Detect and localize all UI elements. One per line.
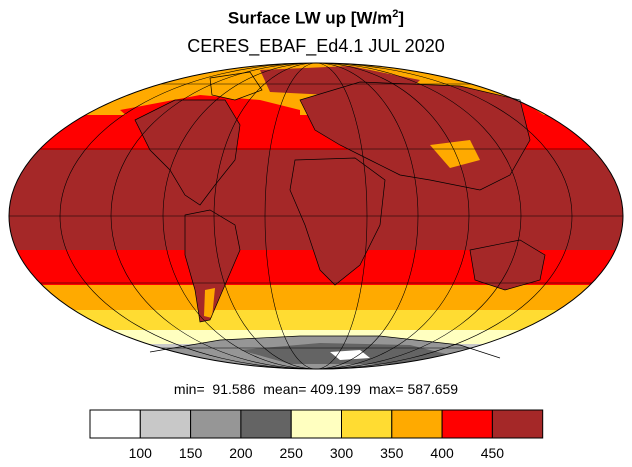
australia [470,240,545,290]
chart-title: Surface LW up [W/m2] [227,8,405,28]
colorbar-swatch [190,409,242,439]
graticule-meridian-120 [110,63,522,369]
colorbar-swatch [441,409,493,439]
coast-north-america [134,99,241,206]
antarctica-core [330,350,370,360]
colorbar-swatch [491,409,544,439]
coast-south-america [184,209,241,323]
coastlines [134,71,546,359]
band-south-cool [9,310,623,332]
colorbar-swatch [139,409,192,439]
colorbar-tick-label: 350 [380,445,404,461]
colorbar-swatch [391,409,443,439]
coast-greenland [209,71,263,101]
coast-africa [289,157,386,286]
africa [290,158,385,285]
stats-line: min= 91.586 mean= 409.199 max= 587.659 [0,381,632,397]
graticule-meridian-60 [213,63,419,369]
stat-max: max= 587.659 [368,381,459,397]
colorbar-swatch [290,409,343,439]
colorbar-swatch [240,409,292,439]
colorbar-tick-label: 450 [481,445,505,461]
stat-mean: mean= 409.199 [263,381,361,397]
graticule-meridian-90 [162,63,470,369]
andes-cool [204,288,215,318]
colorbar-tick-label: 400 [430,445,454,461]
colorbar-tick-label: 200 [229,445,253,461]
graticule-meridian-150 [59,63,573,369]
stat-min: min= 91.586 [173,381,256,397]
graticule [9,63,623,369]
north-america [135,100,240,205]
chart-subtitle: CERES_EBAF_Ed4.1 JUL 2020 [187,36,445,56]
south-america [185,210,240,322]
eurasia [300,82,530,190]
colorbar-swatch [89,409,141,439]
colorbar-tick-label: 150 [179,445,203,461]
coast-eurasia [299,81,531,191]
colorbar-tick-label: 300 [330,445,354,461]
coast-australia [469,239,546,291]
graticule-meridian-30 [264,63,368,369]
map-border [8,62,624,370]
colorbar-tick-label: 100 [129,445,153,461]
colorbar-swatch [341,409,393,439]
greenland-cool [210,72,262,100]
colorbar-tick-label: 250 [280,445,304,461]
coast-antarctica [149,335,501,359]
tibet-cool [430,140,480,168]
